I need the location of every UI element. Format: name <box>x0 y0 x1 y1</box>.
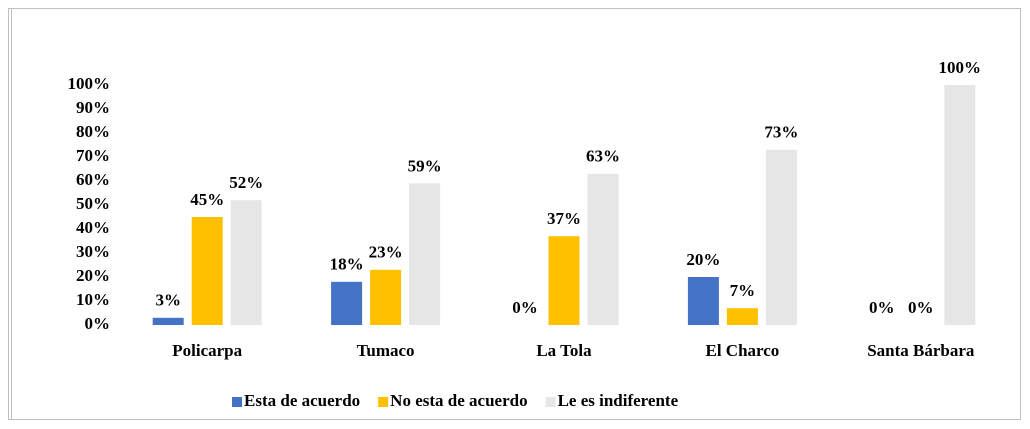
y-tick-label: 30% <box>76 242 110 261</box>
legend-swatch <box>378 397 389 407</box>
legend-swatch <box>545 397 556 407</box>
y-tick-label: 70% <box>76 146 110 165</box>
bar <box>765 149 797 325</box>
y-tick-label: 100% <box>68 74 111 93</box>
bar <box>191 217 223 325</box>
bar <box>687 277 719 325</box>
chart-frame <box>8 8 1021 420</box>
value-label: 73% <box>764 123 798 142</box>
y-tick-label: 20% <box>76 266 110 285</box>
value-label: 18% <box>330 255 364 274</box>
value-label: 0% <box>512 298 538 317</box>
y-tick-label: 40% <box>76 218 110 237</box>
y-tick-label: 90% <box>76 98 110 117</box>
bar <box>331 281 363 325</box>
x-tick-label: La Tola <box>536 341 592 360</box>
value-label: 37% <box>547 209 581 228</box>
value-label: 52% <box>229 173 263 192</box>
bar <box>230 200 262 325</box>
value-label: 63% <box>586 147 620 166</box>
value-label: 45% <box>190 190 224 209</box>
y-tick-label: 60% <box>76 170 110 189</box>
value-label: 59% <box>408 156 442 175</box>
bar <box>944 85 976 325</box>
y-tick-label: 50% <box>76 194 110 213</box>
value-label: 100% <box>939 58 982 77</box>
value-label: 0% <box>908 298 934 317</box>
bar <box>152 317 184 325</box>
bar <box>370 269 402 325</box>
legend-label: Esta de acuerdo <box>244 391 360 410</box>
bar <box>587 173 619 325</box>
value-label: 3% <box>155 291 181 310</box>
bar <box>726 308 758 325</box>
legend-swatch <box>232 397 242 407</box>
bar <box>548 236 580 325</box>
value-label: 0% <box>869 298 895 317</box>
y-tick-label: 0% <box>85 314 111 333</box>
y-tick-label: 10% <box>76 290 110 309</box>
y-tick-label: 80% <box>76 122 110 141</box>
x-tick-label: Tumaco <box>357 341 415 360</box>
x-tick-label: Policarpa <box>172 341 242 360</box>
legend-label: No esta de acuerdo <box>390 391 527 410</box>
x-tick-label: El Charco <box>705 341 779 360</box>
legend-label: Le es indiferente <box>558 391 679 410</box>
value-label: 20% <box>686 250 720 269</box>
bar <box>409 183 441 325</box>
value-label: 7% <box>730 281 756 300</box>
x-tick-label: Santa Bárbara <box>867 341 975 360</box>
value-label: 23% <box>369 243 403 262</box>
